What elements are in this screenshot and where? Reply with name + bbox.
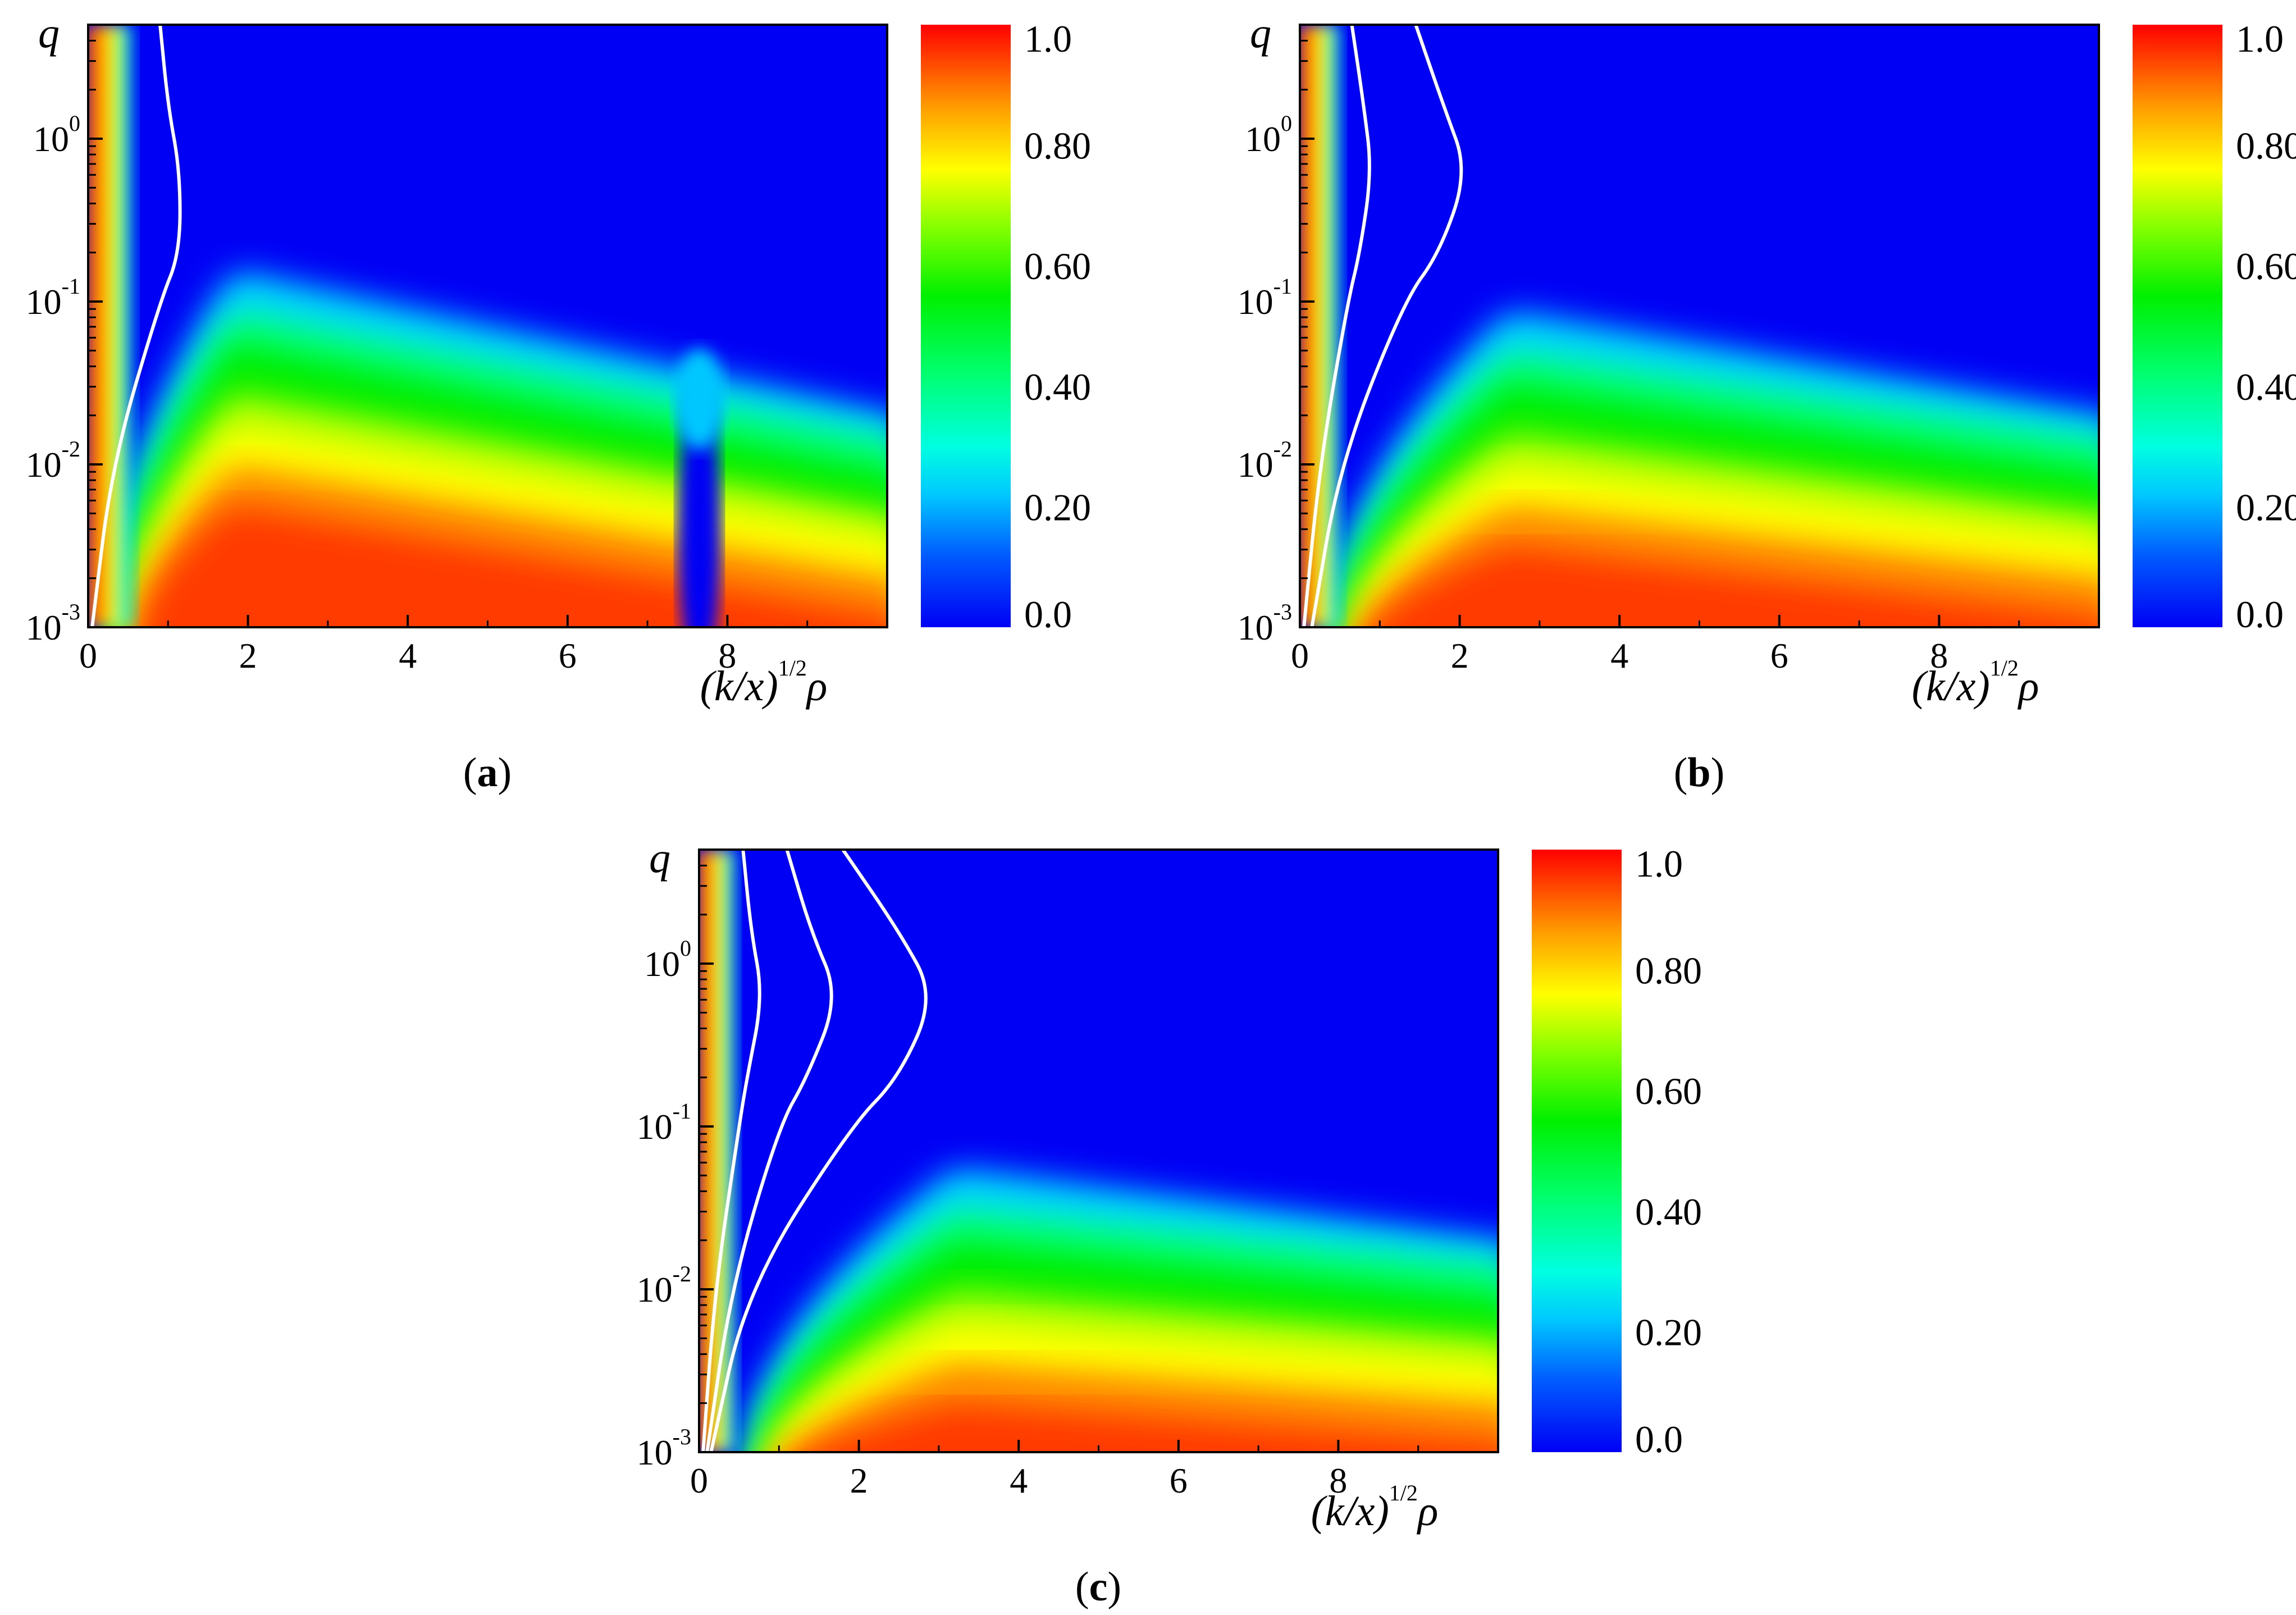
colorbar: 1.0 0.80 0.60 0.40 0.20 0.0 — [2133, 17, 2296, 636]
x-tick-label: 0 — [690, 1461, 708, 1500]
y-tick-label: 10-3 — [26, 599, 80, 647]
x-tick-label: 2 — [239, 636, 257, 676]
y-tick-label: 100 — [33, 111, 80, 159]
x-tick-label: 4 — [1610, 636, 1628, 676]
notch-halo — [674, 349, 725, 450]
x-tick-label: 0 — [79, 636, 97, 676]
y-tick-label: 10-1 — [1238, 273, 1292, 322]
y-tick-label: 10-3 — [637, 1424, 691, 1472]
colorbar-tick-label: 0.80 — [2236, 125, 2296, 167]
panel-label: (a) — [463, 750, 512, 796]
y-tick-label: 10-3 — [1238, 599, 1292, 647]
x-tick-label: 6 — [559, 636, 577, 676]
colorbar-tick-label: 0.40 — [1635, 1190, 1702, 1233]
y-tick-label: 10-1 — [637, 1098, 691, 1147]
heatmap-body — [699, 850, 1498, 1452]
colorbar-tick-label: 0.0 — [2236, 593, 2284, 636]
colorbar-tick-label: 0.20 — [1635, 1311, 1702, 1353]
colorbar-tick-label: 0.20 — [1024, 486, 1091, 528]
panel-a: 0 2 4 6 8 100 10-1 10-2 10-3 q (k/x)1/2ρ 1.0 0.80 0.6… — [26, 10, 1091, 796]
colorbar-tick-label: 1.0 — [2236, 17, 2284, 60]
contour-line-1 — [90, 25, 182, 627]
contour-line-2 — [705, 850, 833, 1452]
colorbar-tick-label: 0.60 — [1635, 1070, 1702, 1112]
x-axis-title: (k/x)1/2ρ — [1311, 1480, 1439, 1535]
colorbar-tick-label: 1.0 — [1635, 842, 1683, 885]
band-red — [811, 1404, 1498, 1452]
colorbar-tick-label: 0.40 — [1024, 366, 1091, 408]
x-tick-label: 8 — [1930, 636, 1948, 676]
y-tick-label: 10-2 — [1238, 436, 1292, 485]
panel-b: 0 2 4 6 8 100 10-1 10-2 10-3 q (k/x)1/2ρ 1.0 0.80 0.6… — [1238, 10, 2296, 796]
x-tick-label: 2 — [850, 1461, 868, 1500]
y-tick-label: 100 — [1245, 111, 1292, 159]
x-axis-title: (k/x)1/2ρ — [700, 655, 828, 710]
y-tick-label: 10-1 — [26, 273, 80, 322]
x-tick-label: 4 — [399, 636, 417, 676]
x-axis-title: (k/x)1/2ρ — [1912, 655, 2039, 710]
colorbar-tick-label: 0.20 — [2236, 486, 2296, 528]
y-axis-title: q — [1250, 10, 1271, 57]
colorbar-tick-label: 0.60 — [2236, 245, 2296, 288]
colorbar-tick-label: 0.0 — [1635, 1418, 1683, 1461]
y-axis-title: q — [38, 10, 60, 57]
y-tick-label: 10-2 — [637, 1261, 691, 1310]
x-tick-label: 6 — [1170, 1461, 1188, 1500]
colorbar-tick-label: 0.0 — [1024, 593, 1072, 636]
x-tick-label: 8 — [1329, 1461, 1347, 1500]
x-tick-label: 2 — [1451, 636, 1469, 676]
colorbar: 1.0 0.80 0.60 0.40 0.20 0.0 — [921, 17, 1091, 636]
colorbar-tick-label: 0.60 — [1024, 245, 1091, 288]
x-tick-label: 0 — [1291, 636, 1309, 676]
contour-line-1 — [1302, 25, 1371, 627]
panel-label: (c) — [1075, 1564, 1121, 1610]
colorbar-gradient — [921, 25, 1011, 627]
contour-line-3 — [709, 850, 928, 1452]
colorbar-gradient — [2133, 25, 2222, 627]
colorbar-tick-label: 0.80 — [1635, 950, 1702, 992]
heatmap-body — [88, 25, 887, 627]
panel-label: (b) — [1674, 750, 1724, 796]
panel-c: 0 2 4 6 8 100 10-1 10-2 10-3 q (k/x)1/2ρ 1.0 0.80 0.6… — [637, 834, 1702, 1610]
x-tick-label: 4 — [1010, 1461, 1028, 1500]
contour-line-2 — [1310, 25, 1463, 627]
colorbar-tick-label: 0.40 — [2236, 366, 2296, 408]
contour-line-1 — [701, 850, 761, 1452]
x-tick-label: 8 — [718, 636, 736, 676]
y-tick-label: 100 — [644, 936, 691, 984]
x-tick-label: 6 — [1770, 636, 1788, 676]
heatmap-body — [1300, 25, 2099, 627]
colorbar: 1.0 0.80 0.60 0.40 0.20 0.0 — [1532, 842, 1702, 1461]
colorbar-tick-label: 0.80 — [1024, 125, 1091, 167]
colorbar-tick-label: 1.0 — [1024, 17, 1072, 60]
y-tick-label: 10-2 — [26, 436, 80, 485]
colorbar-gradient — [1532, 850, 1622, 1452]
y-axis-title: q — [649, 834, 670, 882]
band-red — [1371, 547, 2099, 627]
